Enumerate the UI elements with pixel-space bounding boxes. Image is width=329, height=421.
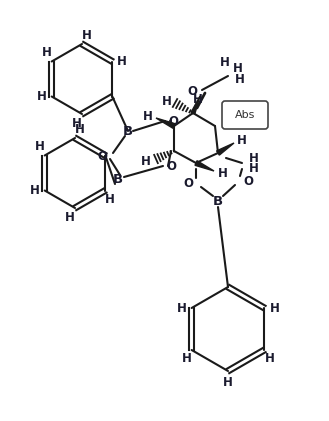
Text: H: H <box>177 301 187 314</box>
Text: O: O <box>243 174 253 187</box>
Polygon shape <box>195 161 214 171</box>
Text: H: H <box>220 56 230 69</box>
Text: H: H <box>193 93 203 106</box>
Text: B: B <box>213 195 223 208</box>
Text: H: H <box>35 140 45 153</box>
Polygon shape <box>156 118 175 128</box>
Text: Abs: Abs <box>235 110 255 120</box>
Text: H: H <box>82 29 92 42</box>
Text: H: H <box>233 61 243 75</box>
Text: O: O <box>97 149 107 163</box>
Text: O: O <box>168 115 178 128</box>
Text: H: H <box>235 72 245 85</box>
Text: B: B <box>113 173 123 186</box>
Text: H: H <box>105 193 115 206</box>
FancyBboxPatch shape <box>222 101 268 129</box>
Text: H: H <box>265 352 274 365</box>
Text: H: H <box>65 210 75 224</box>
Text: H: H <box>72 117 82 130</box>
Polygon shape <box>217 143 234 155</box>
Text: O: O <box>183 176 193 189</box>
Text: O: O <box>166 160 176 173</box>
Text: H: H <box>117 55 127 68</box>
Text: H: H <box>218 166 228 179</box>
Text: H: H <box>237 133 247 147</box>
Text: H: H <box>182 352 191 365</box>
Text: B: B <box>123 125 133 138</box>
Text: H: H <box>223 376 233 389</box>
Text: H: H <box>141 155 151 168</box>
Text: H: H <box>37 90 47 103</box>
Text: H: H <box>30 184 39 197</box>
Text: H: H <box>249 162 259 174</box>
Polygon shape <box>191 96 200 114</box>
Text: H: H <box>42 46 52 59</box>
Text: H: H <box>249 152 259 165</box>
Text: H: H <box>162 94 172 107</box>
Text: H: H <box>75 123 85 136</box>
Text: H: H <box>143 109 153 123</box>
Text: O: O <box>187 85 197 98</box>
Text: H: H <box>269 301 279 314</box>
